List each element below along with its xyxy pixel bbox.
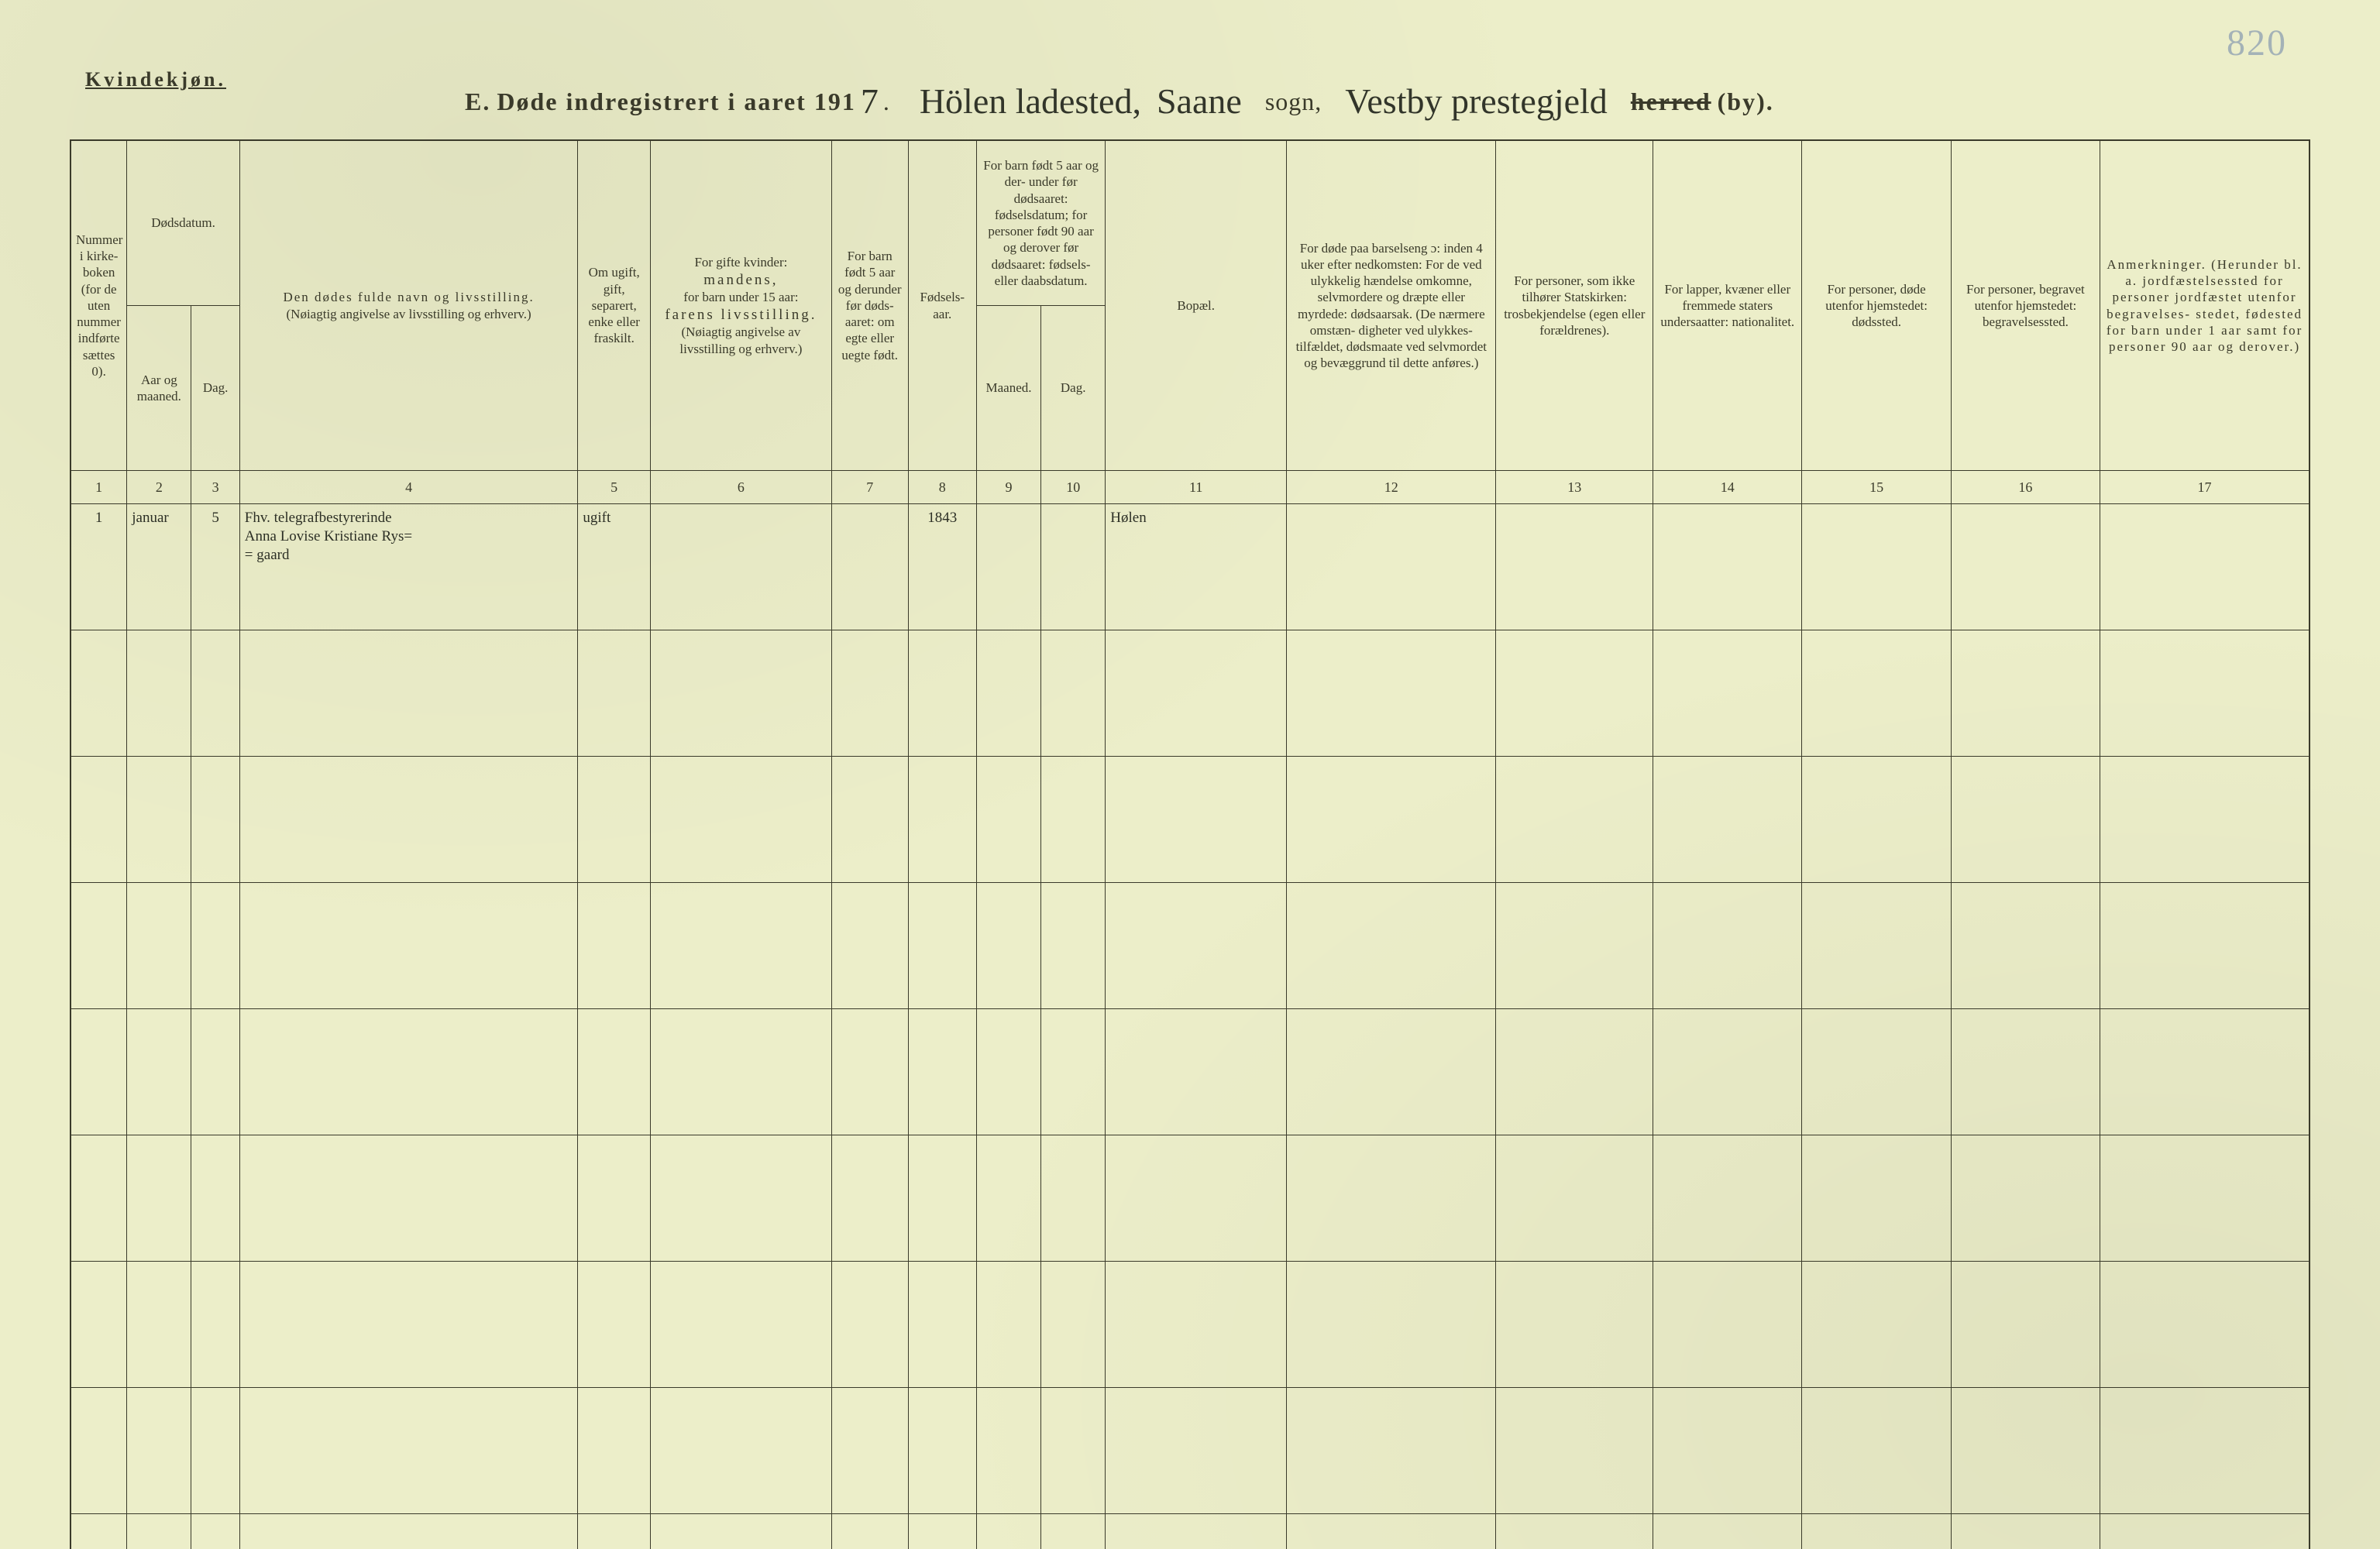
title-ladested-hand: Hölen ladested, — [915, 81, 1146, 121]
col-header-4: Den dødes fulde navn og livsstilling. (N… — [239, 140, 578, 471]
colnum-8: 8 — [908, 471, 976, 504]
title-letter: E. — [465, 88, 490, 115]
colnum-13: 13 — [1496, 471, 1653, 504]
table-row — [71, 1135, 2309, 1262]
table-body: 1 januar 5 Fhv. telegrafbestyrerinde Ann… — [71, 504, 2309, 1549]
cell-c8: 1843 — [908, 504, 976, 630]
col-header-17: Anmerkninger. (Herunder bl. a. jordfæste… — [2100, 140, 2309, 471]
form-title-line: E. Døde indregistrert i aaret 1917. Höle… — [465, 77, 2256, 118]
cell-c14 — [1653, 504, 1802, 630]
col-header-11: Bopæl. — [1106, 140, 1287, 471]
cell-c15 — [1802, 504, 1951, 630]
colnum-5: 5 — [578, 471, 651, 504]
title-prestegjeld-hand: Vestby prestegjeld — [1340, 81, 1612, 121]
death-register-table: Nummer i kirke- boken (for de uten numme… — [70, 139, 2310, 1549]
col-header-8: Fødsels- aar. — [908, 140, 976, 471]
page: 820 Kvindekjøn. E. Døde indregistrert i … — [0, 0, 2380, 1549]
col-header-birthdate-group: For barn født 5 aar og der- under før dø… — [976, 140, 1105, 306]
col-header-3: Dag. — [191, 306, 239, 471]
colnum-6: 6 — [650, 471, 831, 504]
col-header-6: For gifte kvinder: mandens, for barn und… — [650, 140, 831, 471]
cell-c5: ugift — [578, 504, 651, 630]
title-dot: . — [883, 88, 890, 115]
cell-c9 — [976, 504, 1040, 630]
colnum-14: 14 — [1653, 471, 1802, 504]
colnum-2: 2 — [127, 471, 191, 504]
col-header-10: Dag. — [1041, 306, 1106, 471]
colnum-7: 7 — [831, 471, 908, 504]
table-row — [71, 630, 2309, 757]
cell-c11: Hølen — [1106, 504, 1287, 630]
col-header-14: For lapper, kvæner eller fremmede stater… — [1653, 140, 1802, 471]
table-row — [71, 1262, 2309, 1388]
col-header-9: Maaned. — [976, 306, 1040, 471]
cell-c17 — [2100, 504, 2309, 630]
header-row-main: Nummer i kirke- boken (for de uten numme… — [71, 140, 2309, 306]
cell-c6 — [650, 504, 831, 630]
title-sogn-label: sogn, — [1265, 88, 1322, 115]
cell-c1: 1 — [71, 504, 127, 630]
title-year-digit-hand: 7 — [856, 81, 883, 121]
col-header-13: For personer, som ikke tilhører Statskir… — [1496, 140, 1653, 471]
colnum-4: 4 — [239, 471, 578, 504]
table-row — [71, 1388, 2309, 1514]
colnum-10: 10 — [1041, 471, 1106, 504]
col-header-1: Nummer i kirke- boken (for de uten numme… — [71, 140, 127, 471]
cell-c12 — [1287, 504, 1496, 630]
colnum-1: 1 — [71, 471, 127, 504]
col-header-12: For døde paa barselseng ɔ: inden 4 uker … — [1287, 140, 1496, 471]
colnum-9: 9 — [976, 471, 1040, 504]
page-number-handwritten: 820 — [2227, 22, 2287, 64]
colnum-12: 12 — [1287, 471, 1496, 504]
table-row — [71, 1514, 2309, 1549]
col-header-16: For personer, begravet utenfor hjemstede… — [1951, 140, 2100, 471]
cell-c16 — [1951, 504, 2100, 630]
col-header-2: Aar og maaned. — [127, 306, 191, 471]
col-header-7: For barn født 5 aar og derunder før døds… — [831, 140, 908, 471]
col-header-dodsdatum-group: Dødsdatum. — [127, 140, 240, 306]
gender-label: Kvindekjøn. — [85, 68, 226, 91]
cell-c4: Fhv. telegrafbestyrerinde Anna Lovise Kr… — [239, 504, 578, 630]
col-header-5: Om ugift, gift, separert, enke eller fra… — [578, 140, 651, 471]
col-header-15: For personer, døde utenfor hjemstedet: d… — [1802, 140, 1951, 471]
title-herred-struck: herred — [1631, 88, 1711, 115]
table-row: 1 januar 5 Fhv. telegrafbestyrerinde Ann… — [71, 504, 2309, 630]
table-row — [71, 757, 2309, 883]
colnum-17: 17 — [2100, 471, 2309, 504]
header-row-numbers: 1 2 3 4 5 6 7 8 9 10 11 12 13 14 15 16 1… — [71, 471, 2309, 504]
title-by-label: (by). — [1718, 88, 1774, 115]
cell-c3: 5 — [191, 504, 239, 630]
colnum-3: 3 — [191, 471, 239, 504]
cell-c7 — [831, 504, 908, 630]
colnum-15: 15 — [1802, 471, 1951, 504]
cell-c13 — [1496, 504, 1653, 630]
cell-c2: januar — [127, 504, 191, 630]
colnum-16: 16 — [1951, 471, 2100, 504]
col-header-dodsdatum-label: Dødsdatum. — [132, 215, 235, 231]
table-row — [71, 883, 2309, 1009]
title-printed: Døde indregistrert i aaret 191 — [497, 88, 855, 115]
cell-c10 — [1041, 504, 1106, 630]
title-sogn-hand: Saane — [1152, 81, 1247, 121]
table-row — [71, 1009, 2309, 1135]
colnum-11: 11 — [1106, 471, 1287, 504]
